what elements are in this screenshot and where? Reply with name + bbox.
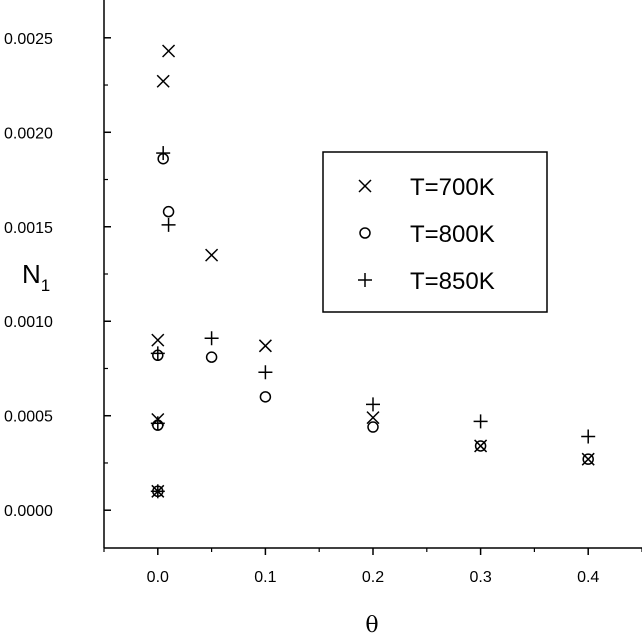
data-point-circle: [205, 351, 218, 363]
legend-label: T=850K: [410, 268, 495, 295]
y-tick-label: 0.0010: [4, 314, 53, 331]
y-axis-label-main: N: [22, 259, 41, 289]
data-points: [150, 44, 596, 499]
data-point-circle: [259, 391, 272, 403]
y-tick-label: 0.0020: [4, 125, 53, 142]
data-point-x: [156, 74, 170, 88]
data-point-plus: [150, 416, 165, 431]
x-tick-label: 0.4: [577, 569, 599, 586]
legend: T=700K T=800K T=850K: [322, 151, 548, 313]
legend-entry: T=800K: [359, 221, 495, 248]
data-point-plus: [150, 484, 165, 499]
data-point-plus: [204, 331, 219, 346]
data-point-x: [581, 452, 595, 466]
legend-entry: T=850K: [358, 268, 495, 295]
data-point-plus: [258, 365, 273, 380]
legend-marker-plus: [358, 273, 372, 287]
y-tick-label: 0.0025: [4, 31, 53, 48]
data-point-circle: [367, 421, 379, 433]
data-point-x: [162, 44, 176, 58]
x-tick-label: 0.1: [254, 569, 276, 586]
data-point-circle: [162, 205, 175, 218]
y-tick-label: 0.0015: [4, 220, 53, 237]
data-point-plus: [473, 414, 488, 429]
series-t-850k: [150, 146, 596, 499]
y-axis-label-subscript: 1: [41, 276, 50, 295]
data-point-plus: [150, 346, 165, 361]
data-point-x: [205, 248, 219, 262]
data-point-circle: [474, 440, 487, 452]
data-point-x: [258, 339, 272, 353]
legend-label: T=700K: [410, 174, 495, 201]
x-tick-label: 0.2: [362, 569, 384, 586]
data-point-plus: [366, 397, 380, 412]
data-point-plus: [156, 146, 171, 161]
x-tick-label: 0.3: [469, 569, 491, 586]
x-axis-label: θ: [365, 613, 378, 638]
x-axis: 0.0 0.1 0.2 0.3 0.4: [103, 548, 642, 586]
data-point-circle: [582, 453, 594, 465]
y-tick-label: 0.0000: [4, 503, 53, 520]
x-tick-label: 0.0: [147, 569, 169, 586]
y-axis: 0.0000 0.0005 0.0010 0.0015 0.0020 0.0025: [4, 31, 111, 520]
data-point-x: [474, 439, 488, 453]
legend-marker-x: [358, 179, 372, 193]
y-tick-label: 0.0005: [4, 409, 53, 426]
legend-marker-circle: [359, 227, 371, 239]
data-point-plus: [581, 429, 596, 444]
data-point-plus: [161, 217, 176, 232]
legend-label: T=800K: [410, 221, 495, 248]
y-axis-label: N1: [22, 259, 50, 295]
legend-entry: T=700K: [358, 174, 495, 201]
data-point-x: [366, 411, 380, 425]
data-point-x: [151, 333, 165, 347]
